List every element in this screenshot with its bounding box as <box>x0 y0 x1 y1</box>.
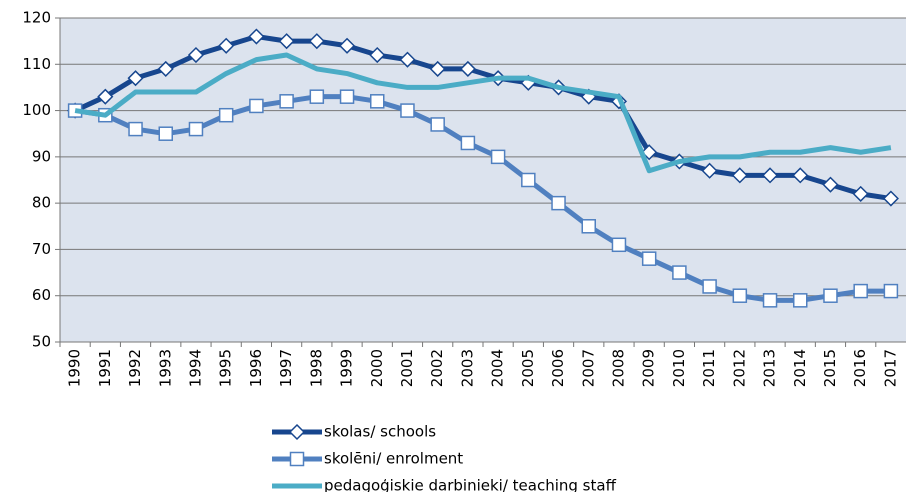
y-tick-label: 90 <box>32 147 51 165</box>
data-point <box>853 283 868 299</box>
legend-label: pedagoģiskie darbinieki/ teaching staff <box>324 477 617 492</box>
data-point <box>339 89 355 104</box>
data-point <box>429 60 446 77</box>
data-point <box>248 28 265 45</box>
y-tick-label: 120 <box>22 9 51 27</box>
x-tick-label: 2005 <box>519 349 537 387</box>
x-tick-label: 2003 <box>458 349 476 387</box>
data-point <box>308 33 325 50</box>
data-point <box>702 279 717 294</box>
data-point <box>581 219 596 234</box>
data-point <box>400 103 415 118</box>
y-tick-label: 70 <box>32 240 51 258</box>
data-point <box>459 60 476 77</box>
legend-label: skolēni/ enrolment <box>324 450 463 468</box>
data-point <box>792 167 809 184</box>
data-point <box>883 283 899 299</box>
data-point <box>731 167 748 184</box>
data-point <box>188 121 204 137</box>
y-tick-label: 80 <box>32 194 51 212</box>
plot-area <box>60 18 906 342</box>
data-point <box>399 51 416 68</box>
x-tick-label: 2015 <box>821 349 839 387</box>
data-point <box>641 251 657 266</box>
data-point <box>551 195 566 211</box>
x-tick-label: 1995 <box>217 349 235 387</box>
x-tick-label: 1999 <box>338 349 356 387</box>
x-tick-label: 2010 <box>670 349 688 387</box>
x-tick-label: 2016 <box>851 349 869 387</box>
data-point <box>338 37 356 54</box>
x-tick-label: 1991 <box>96 349 114 387</box>
x-tick-label: 1994 <box>186 349 204 387</box>
x-tick-label: 2001 <box>398 349 416 387</box>
x-tick-label: 2008 <box>609 349 627 387</box>
y-tick-label: 100 <box>22 101 51 119</box>
data-point <box>157 60 174 77</box>
data-point <box>793 293 808 308</box>
x-tick-label: 2011 <box>700 349 718 387</box>
legend-marker <box>289 451 305 467</box>
data-point <box>158 126 173 141</box>
x-tick-label: 2000 <box>368 349 386 387</box>
x-tick-label: 1997 <box>277 349 295 387</box>
data-point <box>249 98 264 114</box>
data-point <box>761 167 779 184</box>
x-tick-label: 1998 <box>307 349 325 387</box>
x-tick-label: 1996 <box>247 349 265 387</box>
data-point <box>430 117 445 132</box>
data-point <box>218 37 235 54</box>
x-tick-label: 1993 <box>156 349 174 387</box>
data-point <box>672 265 687 280</box>
x-tick-label: 2006 <box>549 349 567 387</box>
data-point <box>762 293 778 308</box>
data-point <box>278 33 295 50</box>
data-point <box>279 94 294 109</box>
series-line <box>74 52 892 174</box>
legend-marker <box>288 423 306 441</box>
data-point <box>611 237 627 253</box>
data-point <box>97 88 114 105</box>
x-tick-label: 2014 <box>791 349 809 387</box>
y-tick-label: 110 <box>22 55 51 73</box>
x-tick-label: 2002 <box>428 349 446 387</box>
data-point <box>370 94 385 109</box>
data-point <box>701 162 718 179</box>
data-point <box>732 288 748 303</box>
data-point <box>218 107 234 123</box>
data-point <box>882 190 899 207</box>
data-point <box>127 70 144 87</box>
series-line <box>74 34 892 201</box>
data-point <box>521 172 536 188</box>
x-tick-label: 1990 <box>66 349 84 387</box>
y-tick-label: 50 <box>32 333 51 351</box>
x-tick-label: 2004 <box>489 349 507 387</box>
data-point <box>128 121 143 137</box>
x-tick-label: 2012 <box>730 349 748 387</box>
x-tick-label: 2013 <box>761 349 779 387</box>
data-point <box>490 149 506 165</box>
series-line <box>74 94 891 303</box>
data-point <box>369 46 386 64</box>
x-tick-label: 2009 <box>640 349 658 387</box>
data-point <box>822 176 839 193</box>
data-point <box>852 185 869 202</box>
data-point <box>460 135 476 151</box>
x-tick-label: 2007 <box>579 349 597 387</box>
y-tick-label: 60 <box>32 286 51 304</box>
data-point <box>823 288 838 303</box>
x-tick-label: 1992 <box>126 349 144 387</box>
data-point <box>309 89 325 104</box>
x-tick-label: 2017 <box>881 349 899 387</box>
data-point <box>187 46 205 64</box>
legend-label: skolas/ schools <box>324 423 436 441</box>
